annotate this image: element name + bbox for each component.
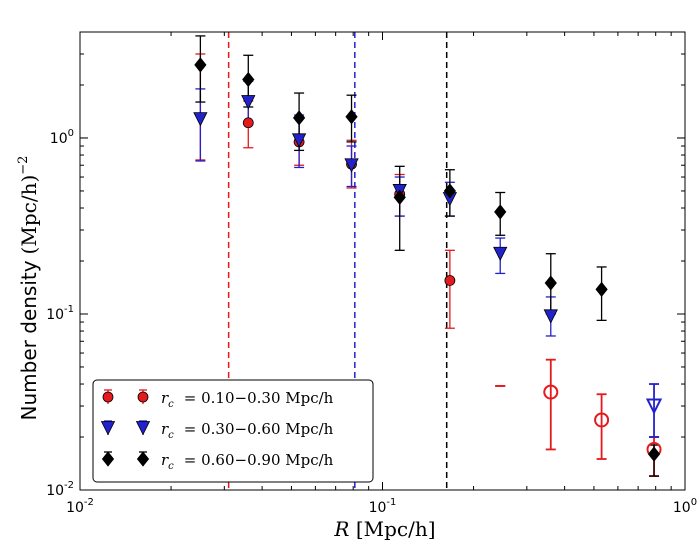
legend-marker <box>135 421 151 436</box>
x-tick-label: 100 <box>673 497 697 516</box>
legend-box <box>92 379 374 483</box>
point-s2-p1 <box>242 71 255 88</box>
legend-marker <box>137 391 149 403</box>
point-s1-p0 <box>193 112 208 127</box>
point-s0-p8 <box>594 412 610 428</box>
point-s0-p7 <box>543 384 559 400</box>
point-s1-p2 <box>291 133 307 148</box>
legend-label: rc = 0.60−0.90 Mpc/h <box>161 451 334 472</box>
x-tick-label: 10-1 <box>369 497 397 516</box>
legend-marker <box>100 421 116 436</box>
legend-label: rc = 0.10−0.30 Mpc/h <box>161 389 334 410</box>
point-s1-p8 <box>645 398 663 415</box>
y-tick-label: 10-1 <box>46 304 74 323</box>
point-s2-p2 <box>292 110 306 126</box>
x-axis-label: R [Mpc/h] <box>333 517 435 541</box>
y-axis-label: Number density(Mpc/h)−2 <box>16 156 41 421</box>
point-s2-p4 <box>393 189 406 205</box>
data-markers <box>193 57 663 462</box>
legend: rc = 0.10−0.30 Mpc/h rc = 0.30−0.60 Mpc/h rc… <box>92 379 374 483</box>
legend-marker <box>101 451 115 467</box>
legend-marker <box>136 451 150 467</box>
tick-labels: 10-2 10-1 100 10-2 10-1 100 <box>46 128 697 516</box>
point-s2-p3 <box>345 109 358 125</box>
axis-ticks <box>79 31 686 491</box>
x-tick-label: 10-2 <box>66 497 94 516</box>
y-tick-label: 100 <box>50 128 74 147</box>
point-s1-p7 <box>543 309 558 324</box>
point-s0-p1 <box>242 117 254 129</box>
point-s1-p6 <box>493 246 508 262</box>
point-s2-p0 <box>194 57 207 73</box>
point-s2-p8 <box>595 281 608 298</box>
point-s2-p5 <box>443 183 456 199</box>
point-s2-p6 <box>494 204 507 220</box>
point-s1-p1 <box>241 95 256 110</box>
y-tick-label: 10-2 <box>46 480 74 499</box>
point-s1-p3 <box>344 158 359 173</box>
legend-label: rc = 0.30−0.60 Mpc/h <box>161 420 334 441</box>
point-s2-p7 <box>544 275 557 291</box>
point-s2-p9 <box>647 446 661 462</box>
legend-marker <box>102 391 114 403</box>
point-s0-p5 <box>444 275 456 286</box>
